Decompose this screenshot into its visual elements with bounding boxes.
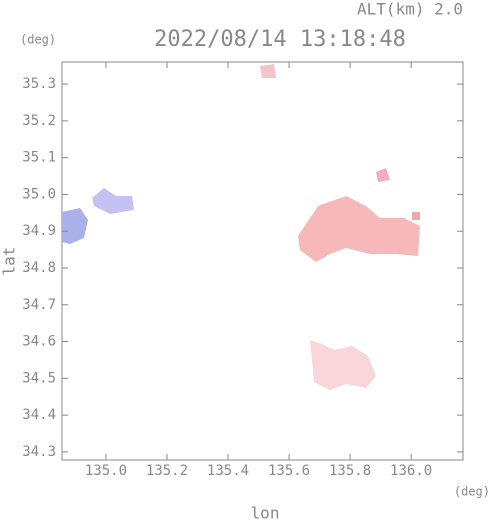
echo [412,212,420,220]
x-unit: (deg) [454,485,490,499]
echo [260,64,276,78]
y-tick-label: 34.9 [22,223,56,239]
y-tick-label: 34.8 [22,260,56,276]
y-tick-label: 35.1 [22,150,56,166]
y-tick-label: 34.6 [22,334,56,350]
echo [92,188,134,214]
echoes [62,64,420,390]
echo [376,168,390,182]
y-tick-label: 35.2 [22,113,56,129]
y-tick-label: 35.3 [22,76,56,92]
chart-title: 2022/08/14 13:18:48 [154,27,406,52]
x-tick-label: 135.0 [85,463,127,479]
x-tick-label: 135.2 [146,463,188,479]
x-tick-label: 135.8 [329,463,371,479]
y-tick-label: 34.4 [22,407,56,423]
x-tick-label: 135.6 [268,463,310,479]
y-tick-label: 34.3 [22,444,56,460]
y-tick-label: 35.0 [22,186,56,202]
x-tick-label: 136.0 [390,463,432,479]
echo [62,208,88,244]
x-axis-label: lon [251,504,280,521]
y-unit: (deg) [20,33,56,47]
y-tick-label: 34.7 [22,297,56,313]
echo [298,196,420,262]
y-tick-label: 34.5 [22,370,56,386]
y-axis-label: lat [0,247,19,276]
chart-subtitle: ALT(km) 2.0 [357,0,463,19]
echo [310,340,376,390]
plot-frame [61,61,464,461]
x-tick-label: 135.4 [207,463,249,479]
